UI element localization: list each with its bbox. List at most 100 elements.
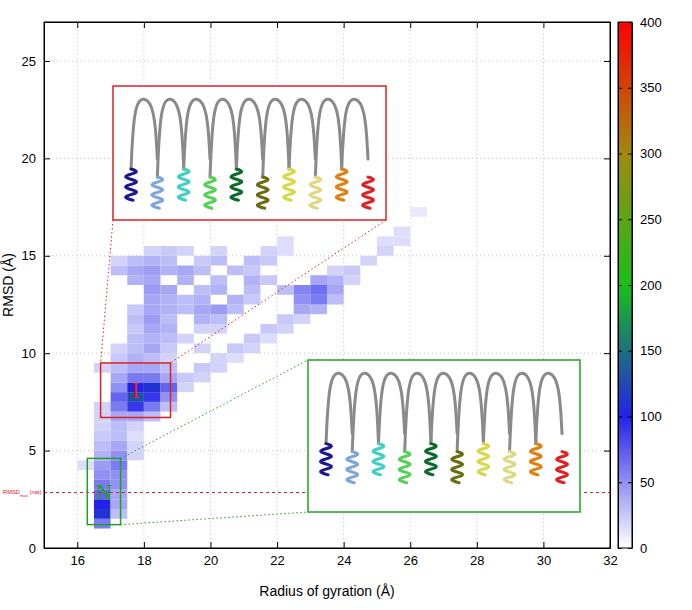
colorbar-tick-label: 0 bbox=[640, 541, 647, 556]
heatmap-cell bbox=[161, 353, 178, 363]
heatmap-cell bbox=[377, 246, 394, 256]
heatmap-cell bbox=[194, 266, 211, 276]
inset bbox=[308, 360, 580, 512]
colorbar-tick-label: 400 bbox=[640, 15, 662, 30]
heatmap-cell bbox=[111, 490, 128, 500]
heatmap-cell bbox=[210, 246, 227, 256]
colorbar-tick: 150 bbox=[628, 343, 662, 358]
colorbar-tick: 200 bbox=[628, 278, 662, 293]
heatmap-cell bbox=[394, 227, 411, 237]
heatmap-cell bbox=[111, 480, 128, 490]
colorbar-tick bbox=[618, 417, 622, 418]
inset-connector bbox=[171, 220, 386, 363]
tick-label: 16 bbox=[71, 553, 85, 568]
heatmap-cell bbox=[161, 246, 178, 256]
colorbar-tick-label: 250 bbox=[640, 212, 662, 227]
heatmap-cell bbox=[244, 343, 261, 353]
heatmap-cell bbox=[227, 353, 244, 363]
tick-mark bbox=[277, 542, 278, 548]
inset-helix bbox=[452, 452, 463, 483]
heatmap-cell bbox=[94, 363, 111, 373]
heatmap-cell bbox=[127, 334, 144, 344]
colorbar-tick-mark bbox=[618, 548, 622, 549]
heatmap-cell bbox=[127, 256, 144, 266]
heatmap-cell bbox=[144, 304, 161, 314]
colorbar bbox=[618, 22, 632, 548]
inset-helix bbox=[399, 452, 410, 483]
inset-helix bbox=[284, 169, 295, 200]
heatmap-cell bbox=[144, 353, 161, 363]
heatmap-cell bbox=[111, 460, 128, 470]
heatmap-cell bbox=[210, 363, 227, 373]
heatmap-cell bbox=[177, 382, 194, 392]
colorbar-tick bbox=[618, 154, 622, 155]
inset-helix bbox=[257, 177, 268, 208]
tick-mark bbox=[210, 542, 211, 548]
inset-loop bbox=[184, 99, 210, 169]
y-axis: 0510152025 bbox=[22, 23, 50, 556]
tick bbox=[77, 22, 78, 28]
inset-helix bbox=[504, 452, 515, 483]
heatmap-cell bbox=[294, 304, 311, 314]
inset-helix bbox=[231, 169, 242, 200]
heatmap-cell bbox=[127, 314, 144, 324]
heatmap-cell bbox=[260, 324, 277, 334]
tick bbox=[410, 22, 411, 28]
heatmap-cell bbox=[177, 334, 194, 344]
heatmap-cell bbox=[111, 363, 128, 373]
inset-helix bbox=[321, 444, 332, 475]
heatmap-cell bbox=[161, 363, 178, 373]
colorbar-tick: 300 bbox=[628, 146, 662, 161]
tick-mark bbox=[477, 542, 478, 548]
heatmap-cell bbox=[111, 412, 128, 422]
colorbar-tick-mark bbox=[628, 88, 632, 89]
heatmap-cell bbox=[360, 256, 377, 266]
heatmap-cell bbox=[244, 266, 261, 276]
tick: 16 bbox=[71, 542, 85, 568]
heatmap-cell bbox=[210, 304, 227, 314]
heatmap-cell bbox=[194, 363, 211, 373]
tick-label: 15 bbox=[22, 248, 36, 263]
colorbar-tick-mark bbox=[628, 417, 632, 418]
heatmap-cell bbox=[177, 304, 194, 314]
tick bbox=[604, 61, 610, 62]
heatmap-cell bbox=[227, 266, 244, 276]
colorbar-tick-label: 100 bbox=[640, 409, 662, 424]
inset-helix bbox=[178, 169, 189, 200]
tick: 26 bbox=[404, 542, 418, 568]
tick-mark bbox=[604, 256, 610, 257]
tick: 20 bbox=[204, 542, 218, 568]
inset-frame bbox=[308, 360, 580, 512]
colorbar-tick-label: 200 bbox=[640, 278, 662, 293]
heatmap-cell bbox=[144, 246, 161, 256]
tick bbox=[604, 158, 610, 159]
heatmap-cell bbox=[277, 314, 294, 324]
heatmap-cell bbox=[327, 266, 344, 276]
heatmap-cell bbox=[177, 295, 194, 305]
inset-connector bbox=[121, 360, 308, 458]
inset-connector bbox=[101, 220, 113, 363]
heatmap-cell bbox=[260, 246, 277, 256]
heatmap-cell bbox=[144, 373, 161, 383]
tick bbox=[604, 256, 610, 257]
tick bbox=[604, 451, 610, 452]
heatmap-cell bbox=[94, 460, 111, 470]
heatmap-cell bbox=[161, 314, 178, 324]
tick: 18 bbox=[137, 542, 151, 568]
tick bbox=[477, 22, 478, 28]
heatmap-cell bbox=[94, 421, 111, 431]
heatmap-cell bbox=[294, 314, 311, 324]
tick-mark bbox=[344, 22, 345, 28]
heatmap-cell bbox=[177, 275, 194, 285]
heatmap-cell bbox=[127, 266, 144, 276]
tick: 30 bbox=[537, 542, 551, 568]
inset-loop bbox=[405, 373, 431, 451]
colorbar-tick bbox=[618, 219, 622, 220]
tick-mark bbox=[277, 22, 278, 28]
tick: 5 bbox=[29, 443, 50, 458]
heatmap-cell bbox=[244, 295, 261, 305]
inset-loop bbox=[315, 99, 341, 177]
colorbar-axis-left bbox=[618, 23, 622, 549]
colorbar-tick-label: 300 bbox=[640, 146, 662, 161]
reference-label-main: RMSD bbox=[3, 489, 20, 495]
